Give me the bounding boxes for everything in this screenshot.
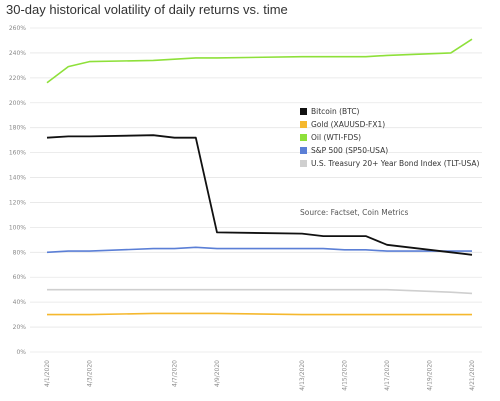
gridlines: [30, 27, 482, 353]
x-tick-label: 4/7/2020: [172, 360, 179, 387]
x-tick-label: 4/1/2020: [44, 360, 51, 387]
x-tick-label: 4/13/2020: [299, 360, 306, 391]
x-tick-label: 4/9/2020: [214, 360, 221, 387]
y-axis-ticks: 0% 20% 40% 60% 80% 100% 120% 140% 160% 180% 200% 22…: [9, 25, 26, 356]
y-tick-label: 0%: [16, 349, 26, 356]
legend: Bitcoin (BTC) Gold (XAUUSD-FX1) Oil (WTI-F…: [300, 107, 479, 168]
y-tick-label: 40%: [13, 299, 27, 306]
y-tick-label: 140%: [9, 175, 26, 182]
series-line: [47, 288, 473, 295]
y-tick-label: 60%: [13, 274, 27, 281]
y-tick-label: 260%: [9, 25, 26, 32]
y-tick-label: 100%: [9, 224, 26, 231]
legend-label: Bitcoin (BTC): [311, 107, 360, 116]
x-tick-label: 4/17/2020: [384, 360, 391, 391]
y-tick-label: 20%: [13, 324, 27, 331]
series-line: [47, 312, 472, 316]
y-tick-label: 240%: [9, 50, 26, 57]
source-annotation: Source: Factset, Coin Metrics: [300, 208, 409, 217]
legend-swatch: [300, 108, 307, 115]
legend-label: Oil (WTI-FDS): [311, 133, 361, 142]
x-tick-label: 4/3/2020: [87, 360, 94, 387]
series-line: [46, 134, 473, 256]
y-tick-label: 200%: [9, 100, 26, 107]
legend-label: Gold (XAUUSD-FX1): [311, 120, 385, 129]
y-tick-label: 160%: [9, 150, 26, 157]
series-line: [46, 38, 473, 84]
x-tick-label: 4/19/2020: [427, 360, 434, 391]
y-tick-label: 220%: [9, 75, 26, 82]
chart-title: 30-day historical volatility of daily re…: [6, 2, 288, 17]
x-axis-ticks: 4/1/2020 4/3/2020 4/7/2020 4/9/2020 4/13/202…: [44, 360, 476, 391]
legend-swatch: [300, 121, 307, 128]
legend-swatch: [300, 147, 307, 154]
x-tick-label: 4/15/2020: [342, 360, 349, 391]
y-tick-label: 180%: [9, 125, 26, 132]
legend-label: U.S. Treasury 20+ Year Bond Index (TLT-U…: [311, 159, 479, 168]
y-tick-label: 80%: [13, 249, 27, 256]
legend-swatch: [300, 160, 307, 167]
y-tick-label: 120%: [9, 199, 26, 206]
series-lines: [46, 38, 473, 316]
legend-label: S&P 500 (SP50-USA): [311, 146, 388, 155]
legend-swatch: [300, 134, 307, 141]
series-line: [46, 246, 472, 254]
x-tick-label: 4/21/2020: [469, 360, 476, 391]
